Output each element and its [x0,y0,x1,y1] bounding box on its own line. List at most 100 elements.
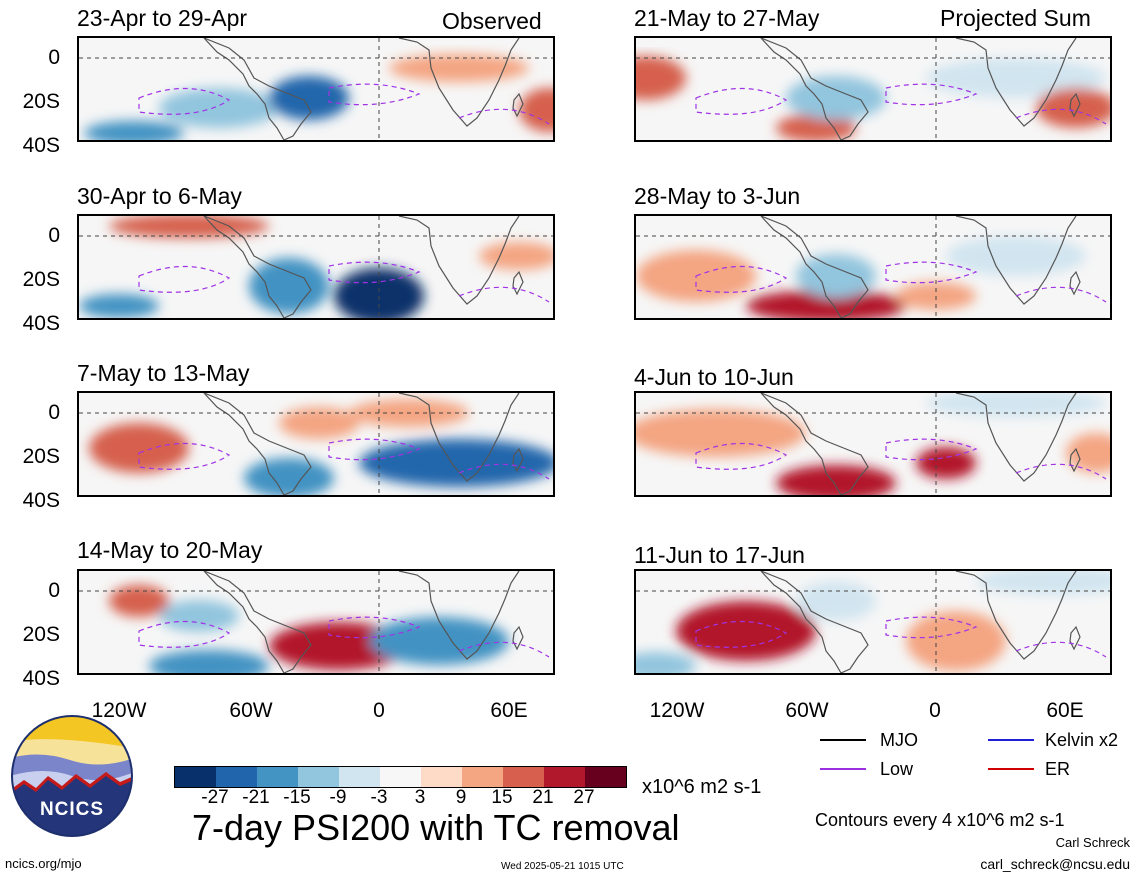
colorbar-tick-label: -21 [242,787,270,808]
map-panel-left-4 [77,569,555,675]
anomaly-shading [89,423,189,473]
coastline [512,447,524,473]
low-contour [328,616,421,639]
anomaly-shading [249,258,329,314]
low-contour [458,641,550,658]
map-panel-left-2 [77,214,555,320]
colorbar-tick-label: -9 [329,787,347,808]
coastline [760,38,869,140]
main-title: 7-day PSI200 with TC removal [192,807,680,848]
anomaly-shading [159,600,239,632]
lat-label-0-row3: 0 [48,401,60,424]
colorbar-units: x10^6 m2 s-1 [642,776,762,798]
map-panel-right-1 [634,36,1112,142]
low-contour [1015,641,1107,658]
low-contour [138,87,231,115]
low-contour [695,442,788,470]
email: carl_schreck@ncsu.edu [980,856,1130,872]
panel-title-right-2: 28-May to 3-Jun [634,183,801,209]
lat-label-40s-row3: 40S [22,489,60,512]
coastline [955,393,1077,482]
anomaly-shading [334,268,424,318]
coastline [760,393,842,495]
logo-text: NCICS [39,799,105,820]
anomaly-shading [519,88,553,132]
colorbar-swatch [462,767,503,787]
observed-label: Observed [442,8,542,34]
low-contour [458,286,550,303]
panel-title-right-4: 11-Jun to 17-Jun [634,542,805,568]
low-contour [138,442,231,470]
coastline [1069,625,1081,651]
low-contour [695,87,788,115]
legend-label-low: Low [880,759,914,779]
colorbar [174,766,627,788]
anomaly-shading [926,393,1106,417]
coastline [203,393,312,495]
projected-sum-label: Projected Sum [940,5,1091,31]
anomaly-shading [906,611,1006,671]
coastline [398,38,520,127]
low-contour [458,463,550,480]
low-contour [328,438,421,461]
legend-line-er [988,768,1034,770]
coastline [760,216,842,318]
coastline [203,216,285,318]
lat-label-0-row4: 0 [48,579,60,602]
anomaly-shading [746,290,906,318]
coastline [203,393,285,495]
colorbar-tick-label: 27 [573,787,595,808]
coastline [512,625,524,651]
lon-label-120w-left: 120W [91,699,147,722]
coastline [512,270,524,296]
colorbar-swatch [175,767,216,787]
anomaly-shading [636,652,696,673]
colorbar-tick-label: 9 [455,787,467,808]
colorbar-swatch [503,767,544,787]
low-contour [138,620,231,648]
map-svg [636,216,1110,318]
low-contour [1015,286,1107,303]
low-contour [328,83,421,106]
panel-title-left-2: 30-Apr to 6-May [77,183,242,209]
colorbar-swatch [257,767,298,787]
lat-label-20s-row3: 20S [22,445,60,468]
coastline [203,571,312,673]
coastline [398,571,520,660]
low-contour [695,620,788,648]
coastline [398,393,520,482]
anomaly-shading [359,439,553,487]
site-url[interactable]: ncics.org/mjo [5,856,82,871]
anomaly-shading [636,409,806,457]
map-panel-left-1 [77,36,555,142]
lon-label-60w-right: 60W [785,699,829,722]
coastline [398,216,520,305]
lon-label-60e-left: 60E [490,699,528,722]
coastline [203,571,285,673]
coastline [760,216,869,318]
map-svg [79,216,553,318]
contour-note: Contours every 4 x10^6 m2 s-1 [815,810,1065,830]
low-contour [885,616,978,639]
legend-label-mjo: MJO [880,730,918,750]
anomaly-shading [776,114,856,140]
lat-label-40s-row4: 40S [22,667,60,690]
panel-title-left-4: 14-May to 20-May [77,537,263,563]
low-contour [695,265,788,293]
coastline [203,38,312,140]
anomaly-shading [149,650,269,673]
low-contour [885,438,978,461]
anomaly-shading [109,216,269,238]
lat-label-40s-row1: 40S [22,134,60,157]
colorbar-swatch [380,767,421,787]
map-svg [636,38,1110,140]
colorbar-tick-label: -27 [201,787,229,808]
coastline [955,571,1077,660]
lat-label-20s-row4: 20S [22,623,60,646]
colorbar-tick-label: 21 [532,787,554,808]
panel-title-left-1: 23-Apr to 29-Apr [77,5,248,31]
colorbar-swatch [421,767,462,787]
anomaly-shading [389,54,529,82]
coastline [760,38,842,140]
colorbar-tick-label: -15 [283,787,311,808]
